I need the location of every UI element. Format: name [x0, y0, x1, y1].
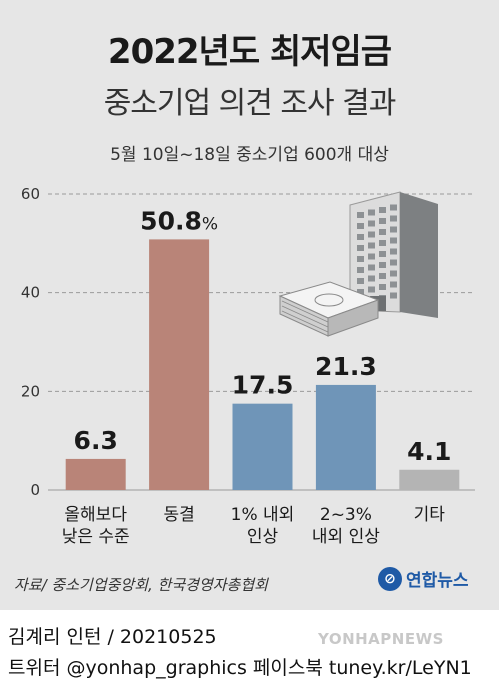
- yonhap-logo-icon: ⊘: [378, 566, 402, 591]
- category-label: 인상: [247, 527, 279, 547]
- y-tick-label: 40: [21, 284, 40, 302]
- bar-4: [399, 469, 460, 490]
- bar-value-label: 50.8%: [140, 206, 218, 235]
- survey-note: 5월 10일~18일 중소기업 600개 대상: [110, 145, 389, 165]
- author-credit: 김계리 인턴 / 20210525: [8, 626, 217, 648]
- bar-1: [149, 239, 210, 490]
- chart-subtitle: 중소기업 의견 조사 결과: [103, 86, 397, 121]
- bar-value-label: 21.3: [315, 352, 377, 381]
- y-tick-label: 60: [21, 185, 40, 203]
- bar-2: [232, 403, 293, 490]
- social-credit: 트위터 @yonhap_graphics 페이스북 tuney.kr/LeYN1: [8, 657, 472, 679]
- office-building-icon: [349, 191, 438, 318]
- category-label: 기타: [414, 505, 446, 525]
- bar-3: [315, 384, 376, 490]
- illustration: [278, 191, 438, 337]
- money-stack-icon: [278, 281, 380, 337]
- logo-text: 연합뉴스: [406, 571, 469, 591]
- source-text: 자료/ 중소기업중앙회, 한국경영자총협회: [14, 576, 268, 594]
- bar-value-label: 17.5: [232, 371, 294, 400]
- bar-value-label: 4.1: [407, 437, 451, 466]
- watermark: YONHAPNEWS: [318, 630, 444, 648]
- chart-title: 2022년도 최저임금: [107, 32, 392, 72]
- y-tick-label: 0: [30, 481, 40, 499]
- category-label: 내외 인상: [312, 527, 380, 547]
- category-label: 1% 내외: [231, 505, 295, 525]
- y-tick-label: 20: [21, 382, 40, 400]
- category-label: 동결: [163, 505, 194, 525]
- yonhap-logo: ⊘ 연합뉴스: [378, 566, 469, 591]
- bar-value-label: 6.3: [74, 426, 118, 455]
- bar-0: [65, 458, 126, 490]
- category-label: 낮은 수준: [62, 527, 130, 547]
- category-label: 2~3%: [320, 505, 372, 525]
- category-label: 올해보다: [64, 505, 127, 525]
